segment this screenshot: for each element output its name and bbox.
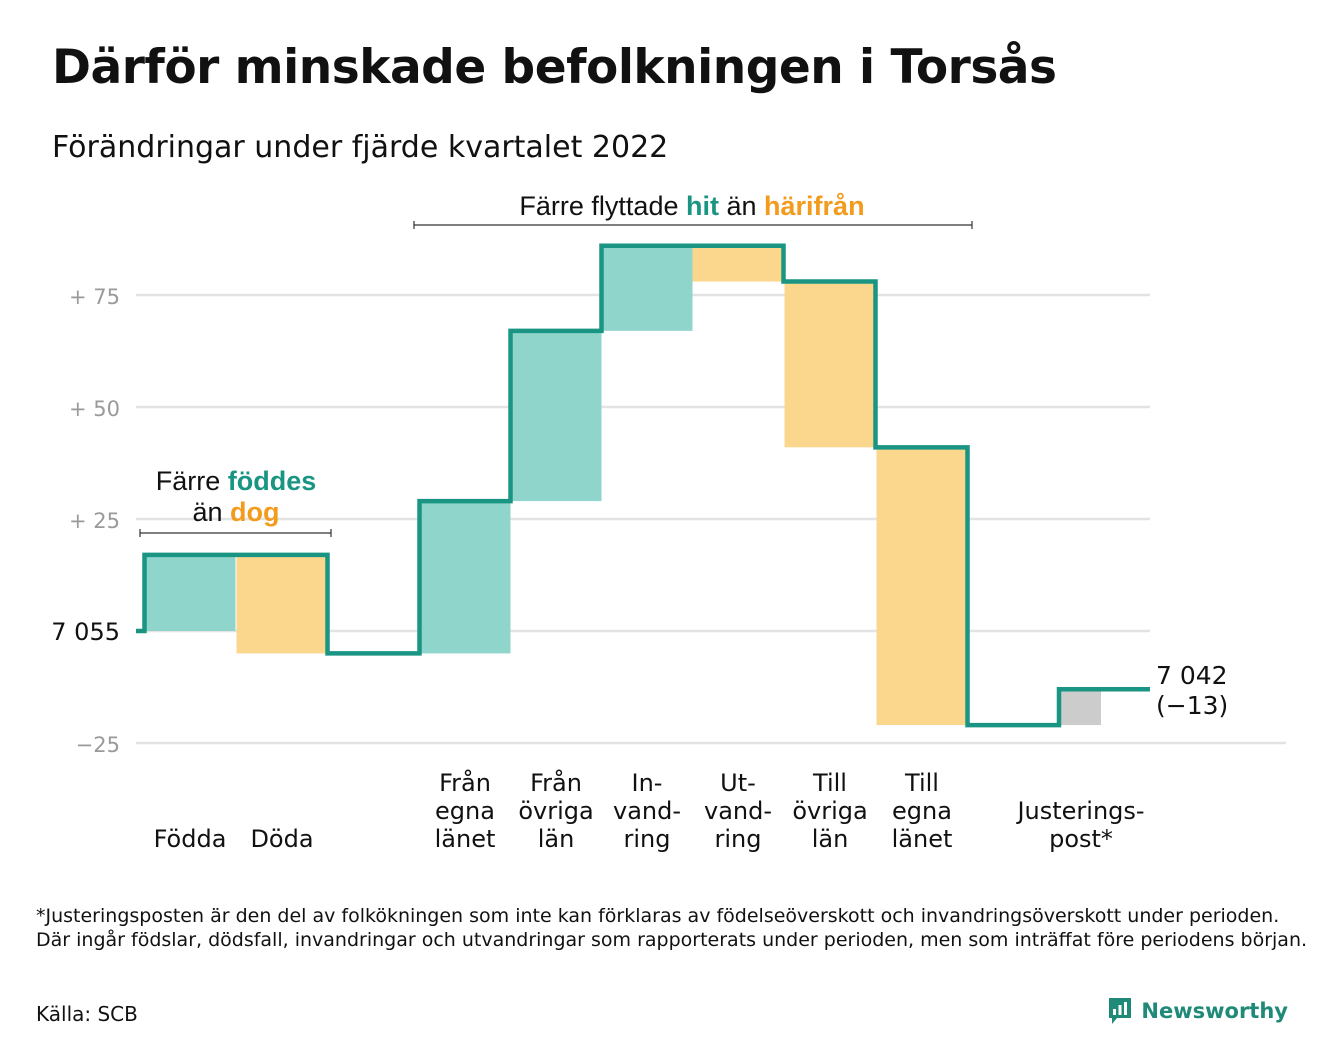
chart-title: Därför minskade befolkningen i Torsås <box>52 40 1057 95</box>
bar-chart-speech-bubble-icon <box>1109 998 1132 1024</box>
line-layer <box>136 243 1150 728</box>
category-label-invandring: In-vand-ring <box>613 769 681 853</box>
migration-annotation-text: Färre flyttade hit än härifrån <box>519 191 864 221</box>
bar-fran_egna <box>419 501 511 654</box>
births-annotation-line1: Färre föddes <box>156 466 317 496</box>
migration-annotation: Färre flyttade hit än härifrån <box>413 191 973 229</box>
footnote: *Justeringsposten är den del av folkökni… <box>36 905 1308 951</box>
births-annotation-line2: än dog <box>192 497 279 527</box>
waterfall-chart: −25 7 055 + 25 + 50 + 75 Födda Döda Från egna län… <box>51 191 1286 853</box>
y-tick-label-0: −25 <box>76 733 120 757</box>
category-label-justering: Justerings-post* <box>1015 797 1144 853</box>
bars-layer <box>144 245 1101 726</box>
bar-utvandring <box>692 245 784 282</box>
bar-justering <box>1059 689 1101 726</box>
category-label-fran_ovriga: Från övriga län <box>518 768 593 853</box>
category-label-fodda: Födda <box>154 825 227 853</box>
bar-till_ovriga <box>784 281 876 448</box>
category-label-utvandring: Ut-vand-ring <box>704 769 772 853</box>
brand-name: Newsworthy <box>1141 999 1288 1023</box>
bar-invandring <box>601 245 693 331</box>
bar-fran_ovriga <box>510 330 602 502</box>
brand-logo: Newsworthy <box>1107 996 1288 1026</box>
category-label-till_egna: Till egna länet <box>892 769 953 853</box>
bar-fodda <box>144 554 236 631</box>
category-label-fran_egna: Från egna länet <box>435 768 496 853</box>
end-change-label: (−13) <box>1156 691 1228 720</box>
y-tick-label-2: + 25 <box>69 509 120 533</box>
births-deaths-annotation: Färre föddes än dog <box>139 466 332 537</box>
y-tick-label-3: + 50 <box>69 397 120 421</box>
category-label-till_ovriga: Till övriga län <box>792 769 867 853</box>
end-value-label: 7 042 <box>1156 661 1228 690</box>
y-tick-label-1: 7 055 <box>51 618 120 646</box>
bar-doda <box>236 554 328 654</box>
bar-till_egna <box>876 447 968 726</box>
labels-layer: −25 7 055 + 25 + 50 + 75 Födda Döda Från egna län… <box>51 285 1144 853</box>
grid-layer <box>136 293 1286 745</box>
chart-subtitle: Förändringar under fjärde kvartalet 2022 <box>52 130 669 165</box>
source-note: Källa: SCB <box>36 1002 138 1026</box>
category-label-doda: Döda <box>250 825 313 853</box>
running-total-line <box>136 243 1150 728</box>
y-tick-label-4: + 75 <box>69 285 120 309</box>
